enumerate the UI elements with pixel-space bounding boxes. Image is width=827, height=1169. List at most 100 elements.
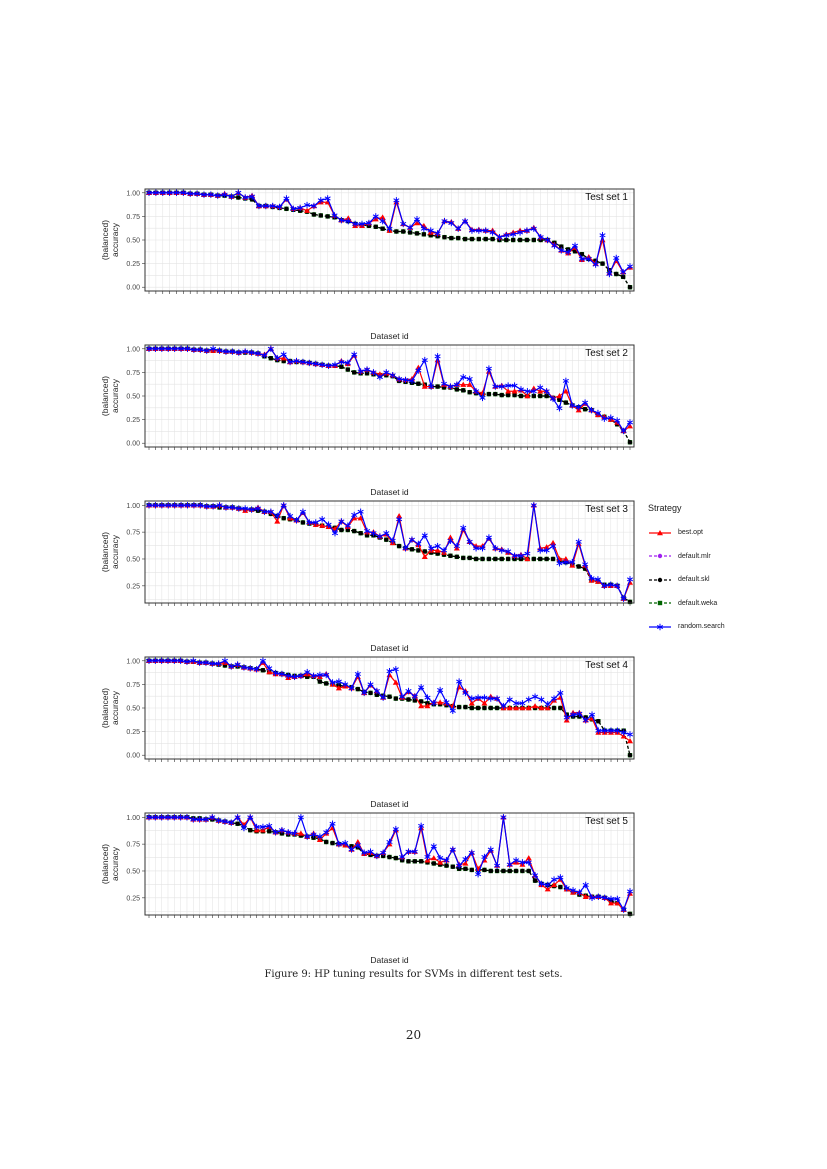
point-random-search	[430, 843, 437, 850]
point-random-search	[247, 665, 254, 672]
point-random-search	[310, 831, 317, 838]
plot-border	[144, 344, 635, 448]
point-random-search	[494, 695, 501, 702]
point-default-skl	[418, 859, 424, 864]
point-default-skl	[358, 531, 363, 536]
point-random-search	[400, 220, 407, 228]
point-default-skl	[499, 556, 504, 562]
point-random-search	[588, 406, 595, 414]
point-best-opt	[620, 733, 627, 739]
point-random-search	[158, 657, 165, 664]
legend-label: default.weka	[678, 599, 718, 607]
plot-background	[145, 501, 634, 603]
point-random-search	[380, 694, 387, 701]
point-random-search	[266, 665, 273, 672]
point-random-search	[221, 818, 228, 825]
y-tick-label: 0.25	[126, 583, 140, 590]
point-random-search	[594, 409, 601, 417]
point-random-search	[299, 358, 306, 366]
point-random-search	[158, 345, 165, 352]
point-best-opt	[505, 388, 512, 394]
point-random-search	[626, 731, 634, 738]
point-random-search	[187, 190, 194, 197]
point-random-search	[525, 859, 532, 866]
point-random-search	[595, 893, 602, 900]
point-random-search	[498, 547, 505, 554]
point-default-skl	[579, 251, 585, 257]
point-default-skl	[486, 391, 492, 397]
point-random-search	[338, 358, 345, 366]
point-random-search	[475, 871, 482, 878]
point-best-opt	[434, 547, 441, 553]
point-default-skl	[317, 679, 323, 684]
point-random-search	[209, 660, 216, 667]
point-random-search	[203, 503, 210, 510]
point-random-search	[331, 361, 339, 369]
point-random-search	[620, 268, 627, 276]
point-random-search	[183, 814, 191, 821]
point-best-opt	[297, 830, 304, 836]
point-default-skl	[412, 698, 418, 703]
y-axis-label-line: (balanced)	[100, 532, 110, 572]
point-best-opt	[460, 381, 467, 387]
point-random-search	[164, 814, 172, 821]
point-default-skl	[475, 705, 481, 711]
point-random-search	[361, 849, 368, 856]
point-random-search	[164, 657, 172, 664]
point-random-search	[489, 229, 496, 236]
point-random-search	[202, 659, 210, 666]
point-best-opt	[479, 390, 486, 396]
point-random-search	[215, 817, 222, 824]
point-default-skl	[325, 214, 330, 219]
point-random-search	[325, 521, 332, 528]
point-random-search	[626, 576, 634, 583]
point-random-search	[424, 694, 431, 701]
point-random-search	[351, 511, 358, 519]
legend-marker	[657, 577, 663, 582]
point-default-skl	[396, 543, 402, 549]
y-tick-label: 0.25	[126, 417, 140, 424]
point-random-search	[283, 195, 290, 202]
point-random-search	[364, 527, 371, 535]
y-tick-label: 0.25	[126, 895, 140, 902]
point-best-opt	[562, 388, 569, 394]
point-random-search	[372, 213, 379, 220]
x-axis-label: Dataset id	[370, 487, 409, 497]
point-random-search	[383, 369, 390, 376]
point-random-search	[614, 727, 621, 734]
point-random-search	[601, 894, 608, 902]
point-best-opt	[614, 900, 621, 906]
point-random-search	[158, 502, 165, 509]
point-random-search	[620, 427, 627, 435]
point-random-search	[544, 701, 551, 708]
point-default-skl	[454, 554, 460, 560]
point-default-skl	[339, 527, 344, 533]
point-default-skl	[493, 391, 498, 397]
point-random-search	[582, 881, 589, 889]
point-random-search	[441, 217, 448, 225]
y-axis-label-line: accuracy	[110, 846, 120, 881]
point-default-skl	[486, 556, 492, 562]
point-random-search	[242, 194, 249, 201]
point-default-skl	[260, 668, 266, 673]
point-default-skl	[526, 868, 531, 874]
point-random-search	[253, 666, 260, 673]
y-tick-label: 0.50	[126, 394, 140, 401]
point-random-search	[240, 664, 247, 671]
point-random-search	[468, 227, 476, 234]
point-default-skl	[469, 236, 475, 242]
point-best-opt	[392, 679, 399, 685]
point-default-skl	[512, 392, 517, 398]
point-random-search	[180, 189, 187, 196]
point-random-search	[240, 824, 247, 832]
point-random-search	[386, 667, 393, 675]
point-default-skl	[563, 400, 569, 405]
point-random-search	[430, 700, 437, 707]
point-random-search	[173, 189, 180, 196]
point-random-search	[316, 833, 323, 840]
point-random-search	[399, 853, 406, 861]
point-random-search	[524, 388, 531, 395]
point-random-search	[453, 381, 460, 388]
point-random-search	[506, 696, 513, 703]
point-random-search	[415, 367, 422, 374]
